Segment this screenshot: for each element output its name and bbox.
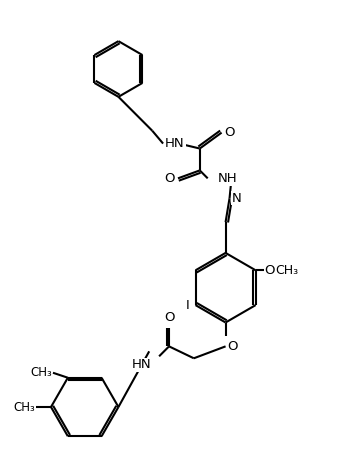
- Text: CH₃: CH₃: [275, 264, 299, 277]
- Text: N: N: [231, 192, 241, 205]
- Text: CH₃: CH₃: [30, 366, 52, 379]
- Text: HN: HN: [165, 137, 185, 150]
- Text: NH: NH: [218, 172, 237, 185]
- Text: O: O: [228, 341, 238, 353]
- Text: O: O: [164, 172, 175, 185]
- Text: O: O: [164, 312, 174, 324]
- Text: O: O: [225, 126, 235, 139]
- Text: O: O: [265, 264, 275, 277]
- Text: HN: HN: [131, 358, 151, 371]
- Text: CH₃: CH₃: [13, 400, 35, 414]
- Text: I: I: [186, 299, 190, 312]
